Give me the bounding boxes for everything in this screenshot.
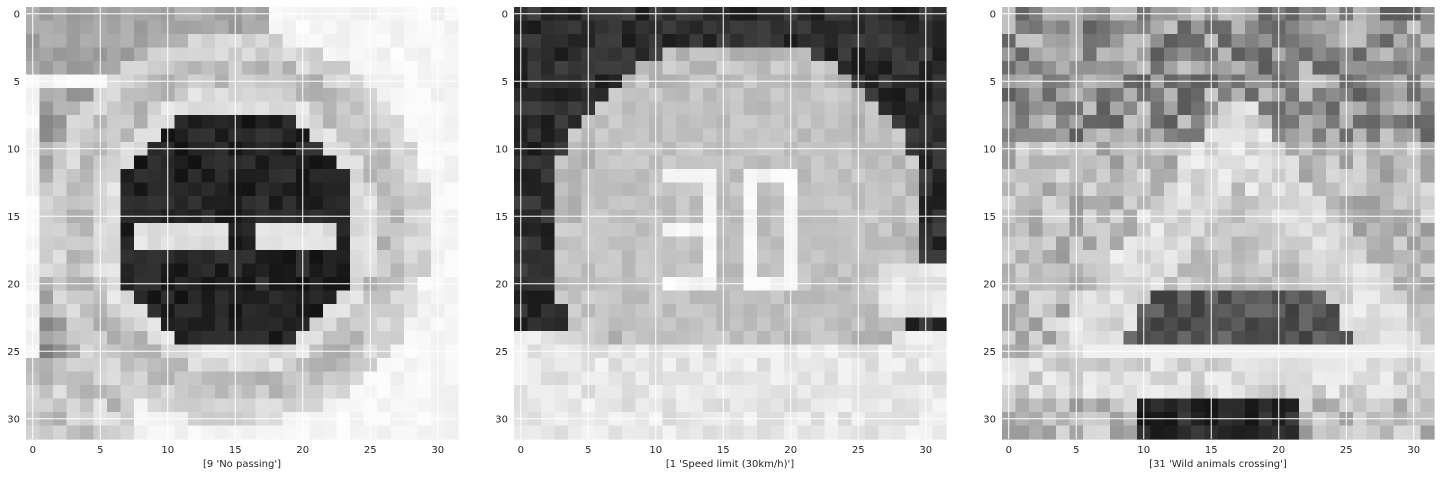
subplot-no-passing: 0 5 10 15 20 25 30 0 5 10 15 20 25 30 [9 'No passing']	[0, 0, 480, 477]
x-tick-label: 20	[1272, 445, 1285, 456]
y-tick-label: 5	[14, 77, 20, 88]
gridlines	[26, 7, 458, 439]
x-tick-label: 25	[852, 445, 865, 456]
x-tick-label: 15	[717, 445, 730, 456]
subplot-speed-limit-30: 0 5 10 15 20 25 30 0 5 10 15 20 25 30 [1 'Speed limit …	[488, 0, 968, 477]
y-tick-label: 20	[7, 279, 20, 290]
y-tick-label: 0	[14, 9, 20, 20]
x-tick-label: 30	[919, 445, 932, 456]
x-tick-label: 20	[296, 445, 309, 456]
y-tick-label: 5	[502, 77, 508, 88]
x-tick-label: 30	[1407, 445, 1420, 456]
x-tick-label: 5	[585, 445, 591, 456]
y-tick-label: 20	[983, 279, 996, 290]
gridlines	[1002, 7, 1434, 439]
y-tick-label: 30	[495, 414, 508, 425]
y-tick-label: 10	[495, 144, 508, 155]
y-tick-label: 15	[983, 212, 996, 223]
x-tick-label: 5	[1073, 445, 1079, 456]
y-tick-label: 10	[7, 144, 20, 155]
x-tick-label: 20	[784, 445, 797, 456]
image-pixels	[514, 7, 947, 440]
image-pixels	[1002, 7, 1435, 440]
x-tick-label: 30	[431, 445, 444, 456]
x-tick-label: 15	[1205, 445, 1218, 456]
gridlines	[514, 7, 946, 439]
y-tick-label: 30	[983, 414, 996, 425]
y-tick-label: 15	[495, 212, 508, 223]
y-tick-label: 30	[7, 414, 20, 425]
y-tick-label: 0	[990, 9, 996, 20]
y-tick-label: 25	[983, 347, 996, 358]
x-tick-label: 10	[1137, 445, 1150, 456]
y-tick-label: 25	[7, 347, 20, 358]
x-tick-label: 10	[161, 445, 174, 456]
x-tick-label: 10	[649, 445, 662, 456]
image-axes: 0 5 10 15 20 25 30 0 5 10 15 20 25 30 [1 'Speed limit …	[495, 7, 947, 470]
y-tick-label: 5	[990, 77, 996, 88]
y-tick-label: 20	[495, 279, 508, 290]
y-tick-label: 25	[495, 347, 508, 358]
y-tick-label: 15	[7, 212, 20, 223]
x-tick-label: 0	[518, 445, 524, 456]
x-tick-label: 0	[1006, 445, 1012, 456]
x-tick-label: 25	[1340, 445, 1353, 456]
x-axis-label: [1 'Speed limit (30km/h)']	[666, 459, 794, 470]
x-tick-label: 15	[229, 445, 242, 456]
x-tick-label: 5	[97, 445, 103, 456]
y-tick-label: 0	[502, 9, 508, 20]
subplot-wild-animals-crossing: 0 5 10 15 20 25 30 0 5 10 15 20 25 30 [31 'Wild animal…	[976, 0, 1440, 477]
image-axes: 0 5 10 15 20 25 30 0 5 10 15 20 25 30 [9 'No passing']	[7, 7, 459, 470]
x-tick-label: 0	[30, 445, 36, 456]
image-axes: 0 5 10 15 20 25 30 0 5 10 15 20 25 30 [31 'Wild animal…	[983, 7, 1435, 470]
x-tick-label: 25	[364, 445, 377, 456]
x-axis-label: [9 'No passing']	[203, 459, 281, 470]
image-pixels	[26, 7, 459, 440]
y-tick-label: 10	[983, 144, 996, 155]
x-axis-label: [31 'Wild animals crossing']	[1149, 459, 1287, 470]
